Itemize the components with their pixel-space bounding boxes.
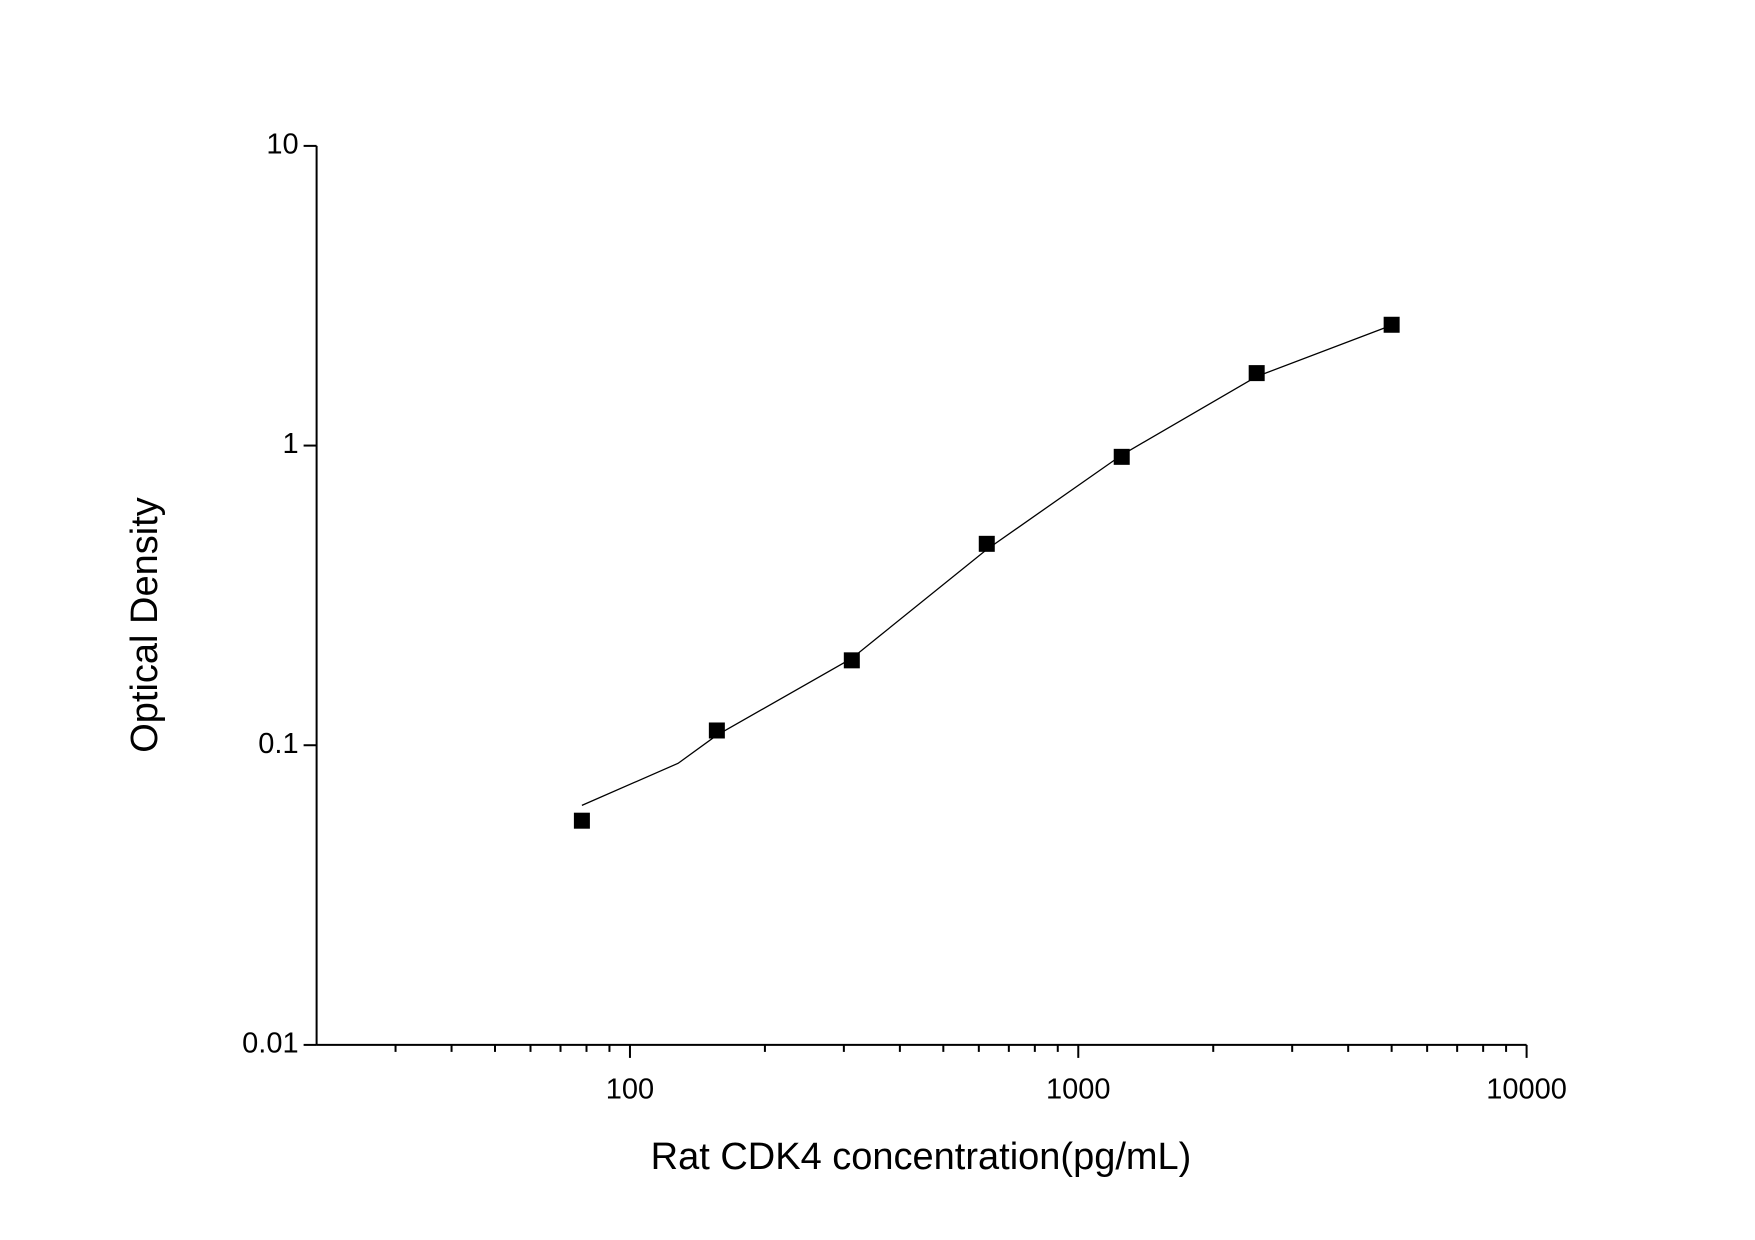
data-point (1248, 365, 1265, 382)
x-tick-label: 100 (606, 1074, 654, 1106)
fit-curve (581, 324, 1392, 806)
data-point (573, 812, 590, 829)
data-point (843, 652, 860, 669)
y-tick-label: 0.1 (258, 728, 298, 760)
y-axis-title: Optical Density (124, 497, 166, 753)
data-point (708, 722, 725, 739)
y-tick-label: 0.01 (242, 1028, 298, 1060)
data-point (978, 535, 995, 552)
x-axis-title: Rat CDK4 concentration(pg/mL) (651, 1136, 1192, 1178)
y-tick-label: 1 (282, 428, 298, 460)
x-tick-label: 1000 (1046, 1074, 1111, 1106)
data-point (1383, 316, 1400, 333)
y-tick-label: 10 (266, 129, 298, 161)
x-tick-label: 10000 (1486, 1074, 1567, 1106)
